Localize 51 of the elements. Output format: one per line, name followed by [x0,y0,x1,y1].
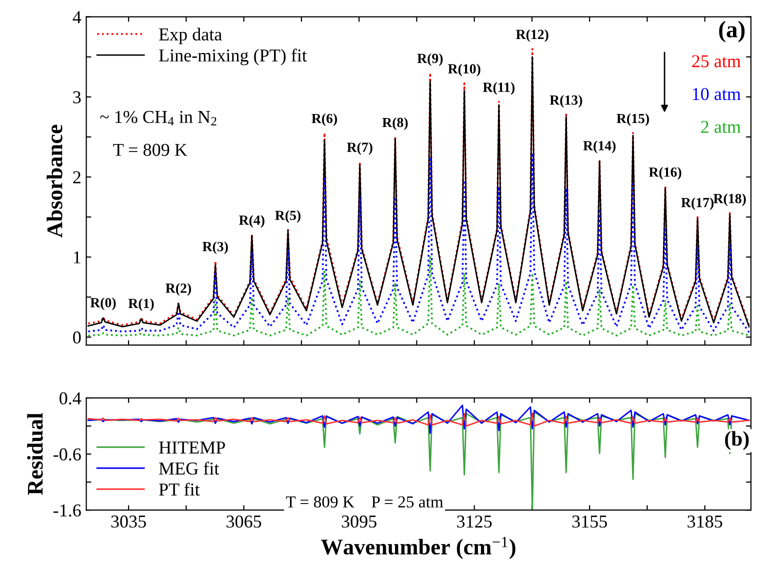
annotation: T = 809 K P = 25 atm [286,496,444,508]
text: 2 atm [701,120,741,133]
annotation: R(0) [90,298,116,310]
x-tick-label: 3125 [457,516,492,528]
legend-label: PT fit [159,482,200,496]
x-tick-label: 3035 [111,516,146,528]
legend-label: HITEMP [159,442,226,454]
x-tick-label: 3095 [342,516,376,528]
annotation: (b) [725,431,749,450]
y-tick-label: -1.6 [54,504,81,517]
annotation: R(15) [616,113,649,126]
x-tick-label: 3155 [572,516,607,528]
annotation: R(8) [382,117,408,130]
y-tick-label: -0.6 [54,448,81,461]
y-tick-label: 0 [73,331,81,344]
x-tick-label: 3185 [688,516,722,528]
annotation: 25 atm [692,55,741,68]
annotation: (a) [719,20,745,42]
annotation: R(3) [202,242,228,254]
annotation: R(13) [550,94,582,108]
y-tick-label: 0.4 [60,392,82,405]
annotation: R(11) [482,82,515,95]
y-tick-label: 1 [74,251,80,264]
y-tick-label: 4 [72,11,82,24]
y-tick-label: 3 [73,91,81,104]
annotation: R(16) [648,167,682,180]
annotation: R(10) [448,64,480,76]
legend-label: Exp data [159,28,222,44]
annotation: R(18) [713,193,746,206]
annotation: ~ 1% CH$_{4}$ in N$_{2}$ [100,110,216,126]
y-tick-label: 2 [73,171,80,184]
x-tick-label: 3065 [226,516,262,528]
annotation: R(6) [312,113,337,126]
legend-label: MEG fit [159,462,220,475]
annotation: R(1) [128,298,154,311]
y-axis-title: Residual [27,413,43,496]
annotation: R(7) [346,142,372,155]
legend-label: Line-mixing (PT) fit [159,48,307,66]
annotation: T = 809 K [113,144,188,156]
annotation: R(12) [516,29,548,42]
annotation: R(9) [417,53,443,66]
x-axis-title: Wavenumber (cm$^{−1}$) [321,536,516,560]
line-series [88,412,750,427]
annotation: R(5) [275,210,300,223]
annotation: R(4) [239,215,264,228]
text: 10 atm [692,88,741,100]
y-axis-title: Absorbance [46,124,62,238]
annotation: R(17) [681,197,714,210]
annotation: R(2) [166,283,192,296]
annotation: R(14) [583,140,616,154]
line-series [87,256,750,336]
